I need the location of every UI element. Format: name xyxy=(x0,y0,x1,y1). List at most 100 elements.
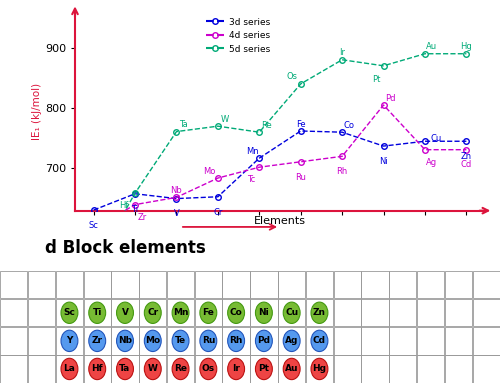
Bar xyxy=(417,355,444,383)
Circle shape xyxy=(172,302,189,324)
Bar xyxy=(112,271,138,298)
Bar xyxy=(362,299,388,326)
Text: Mo: Mo xyxy=(145,336,160,345)
Text: Ti: Ti xyxy=(132,205,138,214)
Bar xyxy=(472,355,500,383)
Text: Co: Co xyxy=(344,121,354,130)
Text: Mn: Mn xyxy=(173,308,188,317)
Bar xyxy=(250,299,278,326)
Bar xyxy=(472,271,500,298)
Bar xyxy=(0,299,28,326)
Bar xyxy=(112,355,138,383)
Bar xyxy=(444,327,472,355)
Text: Cr: Cr xyxy=(147,308,158,317)
Text: Zn: Zn xyxy=(461,152,472,161)
Text: W: W xyxy=(220,115,229,124)
Bar xyxy=(334,327,361,355)
Text: Ni: Ni xyxy=(258,308,270,317)
Text: Ir: Ir xyxy=(339,48,345,57)
Bar xyxy=(194,299,222,326)
Bar xyxy=(139,299,166,326)
Circle shape xyxy=(172,358,189,380)
Bar xyxy=(389,299,416,326)
Y-axis label: IE₁ (kJ/mol): IE₁ (kJ/mol) xyxy=(32,82,42,140)
Circle shape xyxy=(116,302,134,324)
Text: Nb: Nb xyxy=(118,336,132,345)
Circle shape xyxy=(144,358,161,380)
Text: Mn: Mn xyxy=(246,147,258,156)
Circle shape xyxy=(311,330,328,352)
Circle shape xyxy=(283,330,300,352)
Bar xyxy=(222,299,250,326)
Bar xyxy=(389,327,416,355)
Bar xyxy=(0,327,28,355)
Bar xyxy=(194,271,222,298)
Circle shape xyxy=(200,330,217,352)
Text: Ag: Ag xyxy=(426,158,438,167)
Text: Hf: Hf xyxy=(92,365,103,373)
Bar xyxy=(0,355,28,383)
Circle shape xyxy=(256,330,272,352)
Text: Pt: Pt xyxy=(372,75,381,84)
Text: V: V xyxy=(122,308,128,317)
Text: Hf: Hf xyxy=(120,201,128,210)
Text: Pd: Pd xyxy=(385,93,396,103)
Bar xyxy=(0,271,28,298)
Bar xyxy=(139,327,166,355)
Bar xyxy=(167,299,194,326)
Text: W: W xyxy=(148,365,158,373)
Circle shape xyxy=(144,302,161,324)
Text: Au: Au xyxy=(426,42,438,51)
Bar xyxy=(444,355,472,383)
Circle shape xyxy=(311,358,328,380)
Text: Ru: Ru xyxy=(202,336,215,345)
Circle shape xyxy=(228,302,244,324)
Circle shape xyxy=(228,358,244,380)
Text: Tc: Tc xyxy=(247,175,255,184)
Bar xyxy=(139,355,166,383)
Text: La: La xyxy=(64,365,76,373)
Circle shape xyxy=(200,302,217,324)
Text: Rh: Rh xyxy=(336,167,347,176)
Bar xyxy=(112,327,138,355)
Bar xyxy=(250,271,278,298)
Text: Ta: Ta xyxy=(120,365,130,373)
Text: Elements: Elements xyxy=(254,216,306,226)
Bar xyxy=(362,271,388,298)
Text: Te: Te xyxy=(175,336,186,345)
Text: Ti: Ti xyxy=(92,308,102,317)
Bar xyxy=(56,299,83,326)
Bar xyxy=(56,355,83,383)
Circle shape xyxy=(228,330,244,352)
Bar xyxy=(334,271,361,298)
Text: Cr: Cr xyxy=(213,208,222,216)
Text: Ir: Ir xyxy=(232,365,240,373)
Text: Sc: Sc xyxy=(64,308,76,317)
Text: Ag: Ag xyxy=(285,336,298,345)
Text: Nb: Nb xyxy=(170,186,182,195)
Bar xyxy=(306,299,333,326)
Text: Au: Au xyxy=(285,365,298,373)
Bar xyxy=(222,271,250,298)
Bar xyxy=(139,271,166,298)
Circle shape xyxy=(200,358,217,380)
Bar xyxy=(84,355,111,383)
Text: Hg: Hg xyxy=(312,365,326,373)
Bar xyxy=(334,355,361,383)
Bar xyxy=(362,355,388,383)
Bar xyxy=(28,299,56,326)
Text: Ru: Ru xyxy=(296,173,306,182)
Text: La: La xyxy=(0,382,1,383)
Bar xyxy=(194,355,222,383)
Circle shape xyxy=(89,330,106,352)
Bar xyxy=(278,299,305,326)
Bar xyxy=(112,299,138,326)
Bar xyxy=(334,299,361,326)
Text: Cu: Cu xyxy=(285,308,298,317)
Text: Zn: Zn xyxy=(313,308,326,317)
Bar xyxy=(28,355,56,383)
Circle shape xyxy=(144,330,161,352)
Bar xyxy=(250,327,278,355)
Bar xyxy=(444,299,472,326)
Text: Cu: Cu xyxy=(430,134,442,143)
